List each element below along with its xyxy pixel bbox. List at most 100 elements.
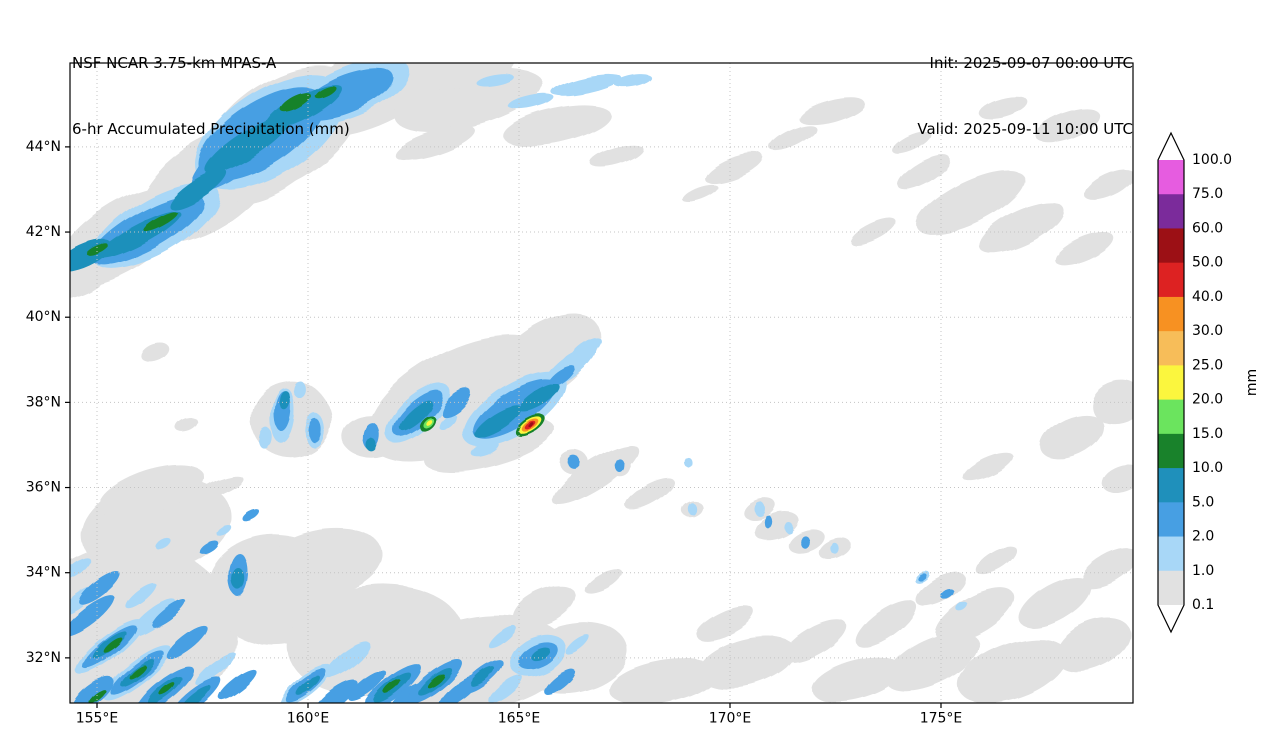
colorbar-segment: [1158, 433, 1184, 469]
precip-blob: [696, 606, 755, 641]
precip-blob: [156, 539, 173, 551]
precip-blob: [1035, 108, 1100, 143]
colorbar-tick-label: 5.0: [1192, 494, 1214, 510]
colorbar-segment: [1158, 570, 1184, 606]
precip-blob: [488, 625, 516, 648]
precip-blob: [697, 635, 797, 689]
precip-blob: [70, 594, 115, 636]
precip-blob: [784, 522, 794, 534]
precip-blob: [151, 599, 186, 627]
precip-blob: [979, 97, 1029, 120]
precip-blob: [366, 438, 377, 452]
precip-blob: [70, 556, 90, 580]
y-tick-label: 36°N: [26, 480, 61, 496]
precip-blob: [811, 657, 902, 702]
colorbar-tick-label: 30.0: [1192, 323, 1223, 339]
precip-blob: [940, 588, 954, 600]
y-tick-label: 44°N: [26, 139, 61, 155]
colorbar-segment: [1158, 399, 1184, 435]
colorbar-under-arrow: [1158, 605, 1184, 632]
precip-blob: [1040, 413, 1104, 459]
precip-blob: [1081, 548, 1133, 589]
title-block: NSF NCAR 3.75-km MPAS-A 6-hr Accumulated…: [72, 8, 350, 184]
colorbar-tick-label: 25.0: [1192, 357, 1223, 373]
precip-blob: [975, 545, 1017, 575]
precip-blob: [898, 155, 951, 190]
colorbar-tick-label: 2.0: [1192, 529, 1214, 545]
precip-blob: [956, 602, 968, 612]
colorbar: 100.0 75.0 60.0 50.0 40.0 30.0 25.0 20.0 15.0 10.…: [1157, 131, 1260, 634]
precip-blob: [471, 441, 500, 457]
title-product: 6-hr Accumulated Precipitation (mm): [72, 120, 350, 138]
precip-blob: [195, 475, 244, 500]
colorbar-tick-label: 15.0: [1192, 426, 1223, 442]
precip-blob: [348, 670, 386, 701]
precip-blob: [313, 680, 358, 703]
gridlines: [70, 63, 1133, 703]
colorbar-tick-label: 20.0: [1192, 392, 1223, 408]
precip-blob: [307, 418, 321, 442]
precip-blob: [543, 668, 575, 695]
precip-blob: [167, 626, 209, 660]
precip-blob: [103, 637, 123, 653]
precip-blob: [295, 675, 321, 696]
precip-blob: [916, 169, 1025, 235]
title-model: NSF NCAR 3.75-km MPAS-A: [72, 54, 277, 72]
precip-blob: [754, 501, 765, 516]
precip-blob: [259, 428, 273, 450]
precip-blob: [584, 568, 623, 594]
precip-blob: [935, 588, 1015, 643]
precip-blob: [474, 405, 522, 438]
precip-blob: [770, 125, 817, 152]
precip-blob: [78, 570, 120, 605]
precip-blob: [917, 573, 927, 581]
x-tick-label: 155°E: [76, 711, 119, 727]
precip-blob: [216, 524, 232, 536]
precip-blob: [232, 568, 245, 590]
precip-blob: [528, 423, 535, 428]
precip-blob: [1102, 464, 1133, 494]
y-tick-label: 34°N: [26, 565, 61, 581]
precip-blob: [682, 184, 719, 203]
precip-blob: [962, 451, 1013, 481]
precip-blob: [440, 388, 471, 417]
precip-blob: [508, 94, 555, 111]
colorbar-outline: [1157, 131, 1185, 634]
precip-blob: [169, 169, 228, 210]
precip-blob: [128, 664, 146, 679]
precip-blob: [205, 115, 292, 175]
precip-blob: [568, 336, 601, 362]
x-tick-label: 175°E: [920, 711, 963, 727]
precip-blob: [131, 599, 177, 636]
precip-blob: [916, 572, 966, 607]
precip-blob: [219, 670, 258, 701]
precip-blob: [567, 455, 581, 469]
colorbar-segment: [1158, 262, 1184, 298]
precip-blob: [547, 365, 576, 389]
precip-blob: [798, 97, 865, 125]
precip-blob: [1084, 169, 1133, 201]
colorbar-tick-label: 50.0: [1192, 255, 1223, 271]
time-block: Init: 2025-09-07 00:00 UTC Valid: 2025-0…: [917, 8, 1133, 184]
precip-blob: [684, 456, 692, 468]
precip-blob: [474, 72, 513, 85]
precip-blob: [99, 465, 205, 519]
precip-blob: [489, 675, 524, 703]
precip-blob: [383, 679, 401, 694]
precip-blob: [1055, 232, 1114, 266]
colorbar-tick-label: 60.0: [1192, 220, 1223, 236]
colorbar-tick-label: 1.0: [1192, 563, 1214, 579]
x-tick-label: 160°E: [287, 711, 330, 727]
precip-blob: [425, 419, 432, 425]
colorbar-tick-label: 40.0: [1192, 289, 1223, 305]
precip-blob: [174, 416, 197, 431]
precip-blob: [293, 381, 306, 399]
colorbar-segment: [1158, 468, 1184, 503]
valid-time: Valid: 2025-09-11 10:00 UTC: [917, 120, 1133, 138]
precip-blob: [258, 528, 384, 601]
precip-blob: [314, 85, 336, 98]
x-tick-label: 165°E: [498, 711, 541, 727]
precip-blob: [88, 689, 106, 703]
